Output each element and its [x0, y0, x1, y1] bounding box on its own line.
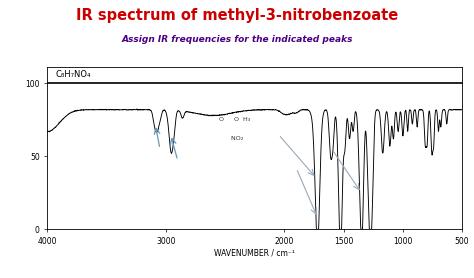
- Text: IR spectrum of methyl-3-nitrobenzoate: IR spectrum of methyl-3-nitrobenzoate: [76, 8, 398, 23]
- Text: NO₂: NO₂: [225, 136, 244, 141]
- Text: O     O  H₃: O O H₃: [219, 117, 250, 122]
- X-axis label: WAVENUMBER / cm⁻¹: WAVENUMBER / cm⁻¹: [214, 249, 295, 258]
- Text: C₈H₇NO₄: C₈H₇NO₄: [56, 70, 91, 79]
- Text: Assign IR frequencies for the indicated peaks: Assign IR frequencies for the indicated …: [121, 35, 353, 44]
